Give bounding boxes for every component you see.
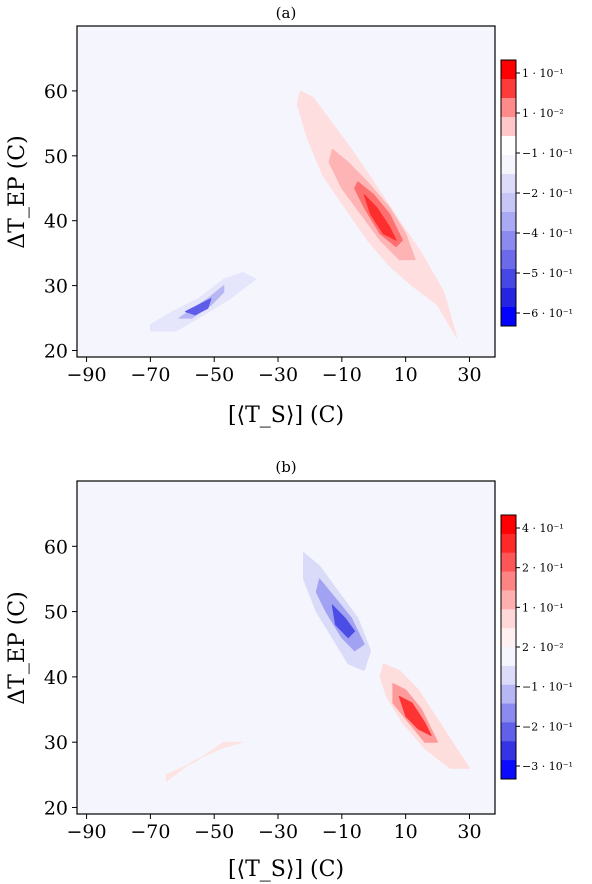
panel-a-y-tick-label: 50 bbox=[44, 146, 68, 168]
panel-b-colorbar-segment bbox=[501, 703, 516, 723]
panel-a-y-tick-label: 60 bbox=[44, 81, 68, 103]
panel-b-colorbar-tick-label: 2 · 10⁻² bbox=[522, 641, 564, 654]
panel-a-colorbar-segment bbox=[501, 79, 516, 99]
panel-a-y-axis: 20 30 40 50 60 bbox=[44, 81, 77, 363]
panel-a-colorbar-segment bbox=[501, 174, 516, 194]
panel-b-colorbar-tick-label: 1 · 10⁻¹ bbox=[522, 601, 564, 614]
panel-b-colorbar-tick-label: −3 · 10⁻¹ bbox=[522, 760, 573, 773]
panel-a-colorbar-segment bbox=[501, 288, 516, 308]
panel-b-negative-lobe-level-3 bbox=[331, 604, 356, 639]
panel-b-x-tick-label: −90 bbox=[67, 821, 107, 843]
panel-b-colorbar-tick-label: −1 · 10⁻¹ bbox=[522, 681, 573, 694]
panel-a: (a) −90 −70 −50 −30 −10 10 30 20 30 40 50 60 [⟨T_S… bbox=[5, 4, 573, 428]
panel-a-x-axis: −90 −70 −50 −30 −10 10 30 bbox=[67, 357, 482, 386]
panel-a-y-tick-label: 20 bbox=[44, 341, 68, 363]
panel-b-colorbar-segment bbox=[501, 571, 516, 591]
panel-a-colorbar-tick-label: −1 · 10⁻¹ bbox=[522, 147, 573, 160]
panel-a-x-tick-label: −10 bbox=[322, 364, 362, 386]
panel-b-x-tick-label: −30 bbox=[258, 821, 298, 843]
panel-b-colorbar-segment bbox=[501, 684, 516, 705]
panel-a-colorbar-segment bbox=[501, 117, 516, 137]
panel-b-plot-frame bbox=[76, 480, 496, 815]
panel-a-colorbar-segment bbox=[501, 269, 516, 289]
panel-b-y-tick-label: 50 bbox=[44, 602, 68, 624]
panel-b-colorbar-segment bbox=[501, 665, 516, 686]
panel-a-colorbar: 1 · 10⁻¹ 1 · 10⁻² −1 · 10⁻¹ −2 · 10⁻¹ −4 · 1… bbox=[500, 59, 573, 327]
panel-a-plot-frame bbox=[76, 25, 496, 358]
panel-a-colorbar-segment bbox=[501, 60, 516, 80]
panel-b-x-tick-label: 10 bbox=[394, 821, 418, 843]
panel-b-colorbar-tick-label: −2 · 10⁻¹ bbox=[522, 720, 573, 733]
panel-a-colorbar-tick-label: −5 · 10⁻¹ bbox=[522, 267, 573, 280]
panel-b-colorbar-segment bbox=[501, 609, 516, 629]
panel-b-positive-lobe-level-3 bbox=[398, 696, 432, 737]
panel-b-y-tick-label: 30 bbox=[44, 732, 68, 754]
panel-a-x-tick-label: −30 bbox=[258, 364, 298, 386]
panel-a-colorbar-segment bbox=[501, 250, 516, 270]
panel-a-colorbar-tick-label: −2 · 10⁻¹ bbox=[522, 187, 573, 200]
panel-a-y-tick-label: 40 bbox=[44, 211, 68, 233]
panel-a-contours bbox=[149, 90, 458, 338]
panel-b-colorbar-segment bbox=[501, 647, 516, 667]
panel-b-negative-lobe bbox=[303, 552, 372, 671]
panel-a-x-tick-label: −50 bbox=[194, 364, 234, 386]
panel-b-x-axis-label: [⟨T_S⟩] (C) bbox=[228, 857, 344, 882]
panel-b-x-axis: −90 −70 −50 −30 −10 10 30 bbox=[67, 814, 482, 843]
panel-a-title: (a) bbox=[276, 4, 297, 22]
panel-b-title: (b) bbox=[275, 458, 296, 476]
panel-b-colorbar-segment bbox=[501, 628, 516, 648]
panel-b-colorbar-segment bbox=[501, 590, 516, 610]
panel-a-x-axis-label: [⟨T_S⟩] (C) bbox=[228, 403, 344, 428]
panel-b-weak-positive-lobe-level-1 bbox=[165, 741, 244, 782]
panel-a-colorbar-tick-label: −6 · 10⁻¹ bbox=[522, 307, 573, 320]
panel-b-colorbar-segment bbox=[501, 533, 516, 554]
panel-a-positive-lobe bbox=[296, 90, 458, 338]
panel-b-y-tick-label: 40 bbox=[44, 667, 68, 689]
panel-b-x-tick-label: −50 bbox=[194, 821, 234, 843]
panel-a-colorbar-segment bbox=[501, 193, 516, 213]
panel-b-colorbar-segment bbox=[501, 760, 516, 780]
panel-a-colorbar-segment bbox=[501, 231, 516, 251]
panel-a-colorbar-tick-label: −4 · 10⁻¹ bbox=[522, 227, 573, 240]
panel-b-colorbar-tick-label: 2 · 10⁻¹ bbox=[522, 562, 564, 575]
panel-a-colorbar-segment bbox=[501, 155, 516, 175]
panel-a-colorbar-tick-label: 1 · 10⁻¹ bbox=[522, 67, 564, 80]
panel-b-y-tick-label: 60 bbox=[44, 536, 68, 558]
panel-b-y-axis-label: ΔT_EP (C) bbox=[5, 591, 30, 704]
panel-a-negative-lobe-level-2 bbox=[178, 285, 225, 319]
panel-a-y-tick-label: 30 bbox=[44, 276, 68, 298]
panel-b-x-tick-label: 30 bbox=[457, 821, 481, 843]
panel-a-colorbar-segment bbox=[501, 212, 516, 232]
panel-b-y-tick-label: 20 bbox=[44, 797, 68, 819]
panel-b-x-tick-label: −10 bbox=[322, 821, 362, 843]
panel-b-colorbar-segment bbox=[501, 515, 516, 535]
panel-a-colorbar-tick-label: 1 · 10⁻² bbox=[522, 107, 564, 120]
panel-b-colorbar-segment bbox=[501, 741, 516, 761]
panel-a-negative-lobe-level-3 bbox=[185, 298, 212, 316]
panel-b-y-axis: 20 30 40 50 60 bbox=[44, 536, 77, 819]
panel-a-x-tick-label: 10 bbox=[394, 364, 418, 386]
panel-b-colorbar: 4 · 10⁻¹ 2 · 10⁻¹ 1 · 10⁻¹ 2 · 10⁻² −1 · 10⁻… bbox=[500, 514, 573, 780]
panel-a-x-tick-label: −90 bbox=[67, 364, 107, 386]
panel-a-negative-lobe bbox=[149, 272, 257, 332]
panel-b-colorbar-segment bbox=[501, 722, 516, 742]
panel-b-contours bbox=[165, 552, 470, 782]
panel-b-positive-lobe bbox=[379, 663, 470, 769]
panel-a-colorbar-segment bbox=[501, 136, 516, 156]
panel-a-y-axis-label: ΔT_EP (C) bbox=[5, 135, 30, 248]
panel-a-colorbar-segment bbox=[501, 307, 516, 327]
panel-b-weak-positive-lobe bbox=[165, 741, 244, 782]
panel-b-x-tick-label: −70 bbox=[130, 821, 170, 843]
panel-b-colorbar-segment bbox=[501, 552, 516, 573]
panel-a-x-tick-label: 30 bbox=[457, 364, 481, 386]
panel-b: (b) −90 −70 −50 −30 −10 10 30 20 30 40 50 60 [⟨T_S… bbox=[5, 458, 573, 882]
panel-b-plot-background bbox=[77, 481, 495, 814]
panel-a-colorbar-segment bbox=[501, 98, 516, 118]
panel-b-colorbar-tick-label: 4 · 10⁻¹ bbox=[522, 522, 564, 535]
panel-a-x-tick-label: −70 bbox=[130, 364, 170, 386]
panel-a-positive-lobe-level-4 bbox=[363, 194, 397, 241]
panel-a-plot-background bbox=[77, 26, 495, 357]
